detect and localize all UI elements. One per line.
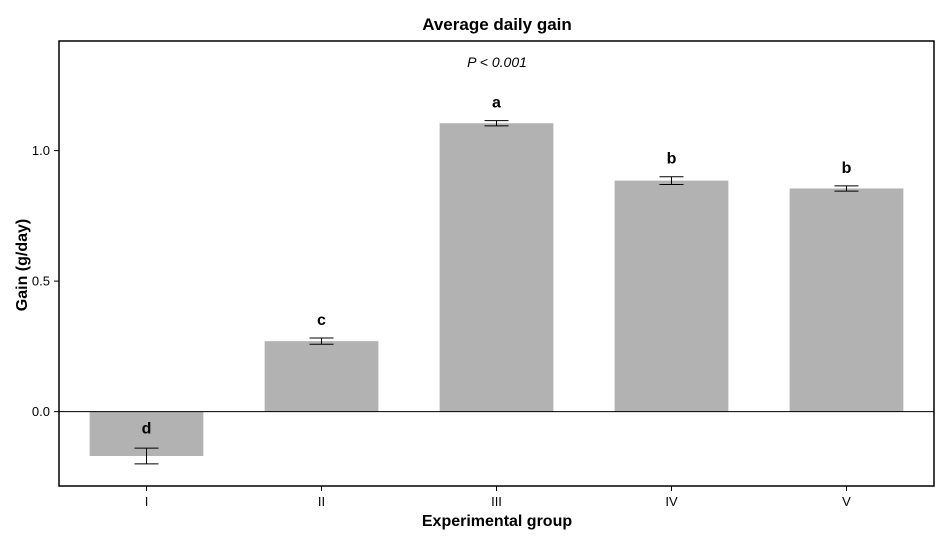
significance-label-IV: b <box>667 151 677 168</box>
y-tick-label: 0.5 <box>32 274 50 289</box>
y-axis-title: Gain (g/day) <box>14 219 31 311</box>
bar-V <box>789 188 904 412</box>
x-tick-label-II: II <box>318 494 325 509</box>
significance-label-II: c <box>317 312 326 329</box>
significance-label-V: b <box>842 160 852 177</box>
error-bar-V <box>834 185 859 192</box>
significance-label-III: a <box>492 95 501 112</box>
error-bar-II <box>309 337 334 345</box>
significance-labels-group: d c a b b <box>142 95 852 438</box>
error-bars-group <box>134 120 859 465</box>
x-tick-label-III: III <box>491 494 502 509</box>
chart-title: Average daily gain <box>422 15 572 34</box>
y-tick-label: 0.0 <box>32 404 50 419</box>
significance-label-I: d <box>142 421 152 438</box>
bars-group <box>89 123 904 456</box>
y-tick-label: 1.0 <box>32 143 50 158</box>
error-bar-I <box>134 447 159 465</box>
x-axis-title: Experimental group <box>422 513 572 530</box>
bar-III <box>439 123 554 412</box>
x-tick-label-V: V <box>842 494 851 509</box>
bar-IV <box>614 180 729 412</box>
x-tick-label-IV: IV <box>665 494 678 509</box>
error-bar-IV <box>659 176 684 186</box>
x-axis: I II III IV V <box>145 486 851 509</box>
y-axis: 0.0 0.5 1.0 <box>32 143 59 419</box>
x-tick-label-I: I <box>145 494 149 509</box>
error-bar-III <box>484 120 509 127</box>
p-value-annotation: P < 0.001 <box>467 54 527 70</box>
bar-II <box>264 341 379 412</box>
